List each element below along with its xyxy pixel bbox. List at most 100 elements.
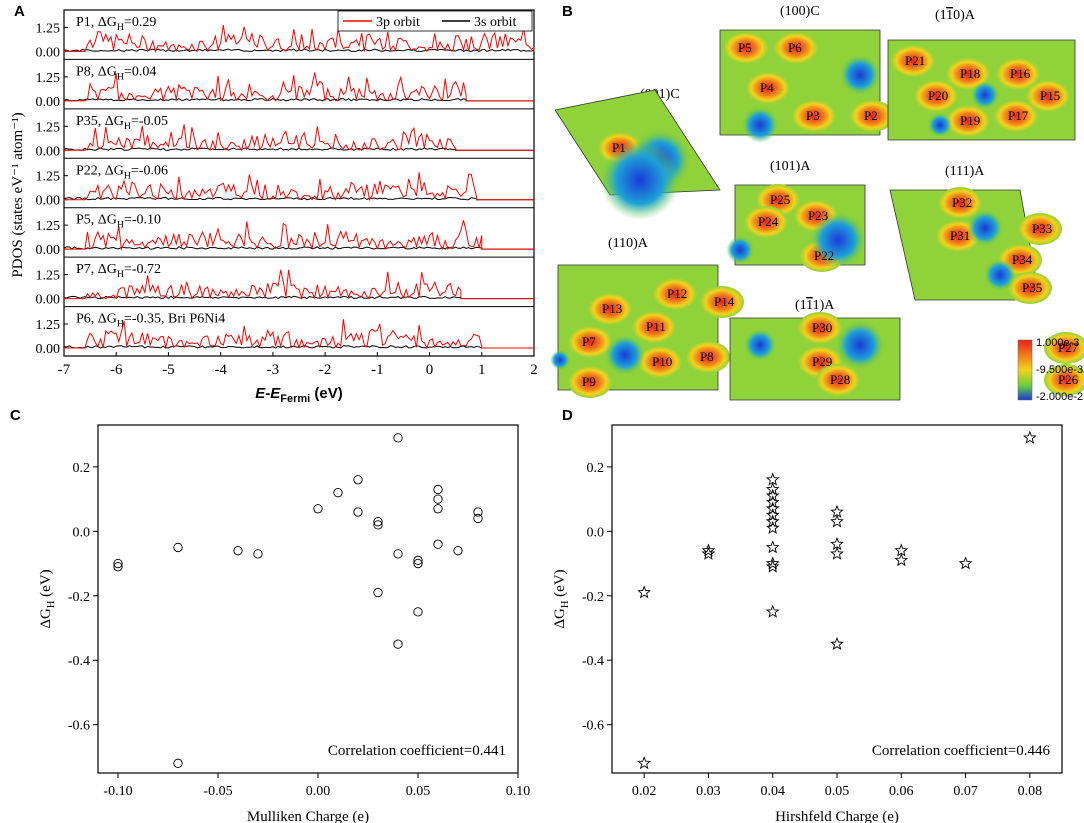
pdos-ytick-label: 1.25 [36,170,61,185]
pdos-ytick-label: 1.25 [36,219,61,234]
pdos-ytick-label: 0.00 [36,45,61,60]
pdos-row: 0.00 1.25 P8, ΔGH=0.04 [36,58,534,110]
surface-title: (110)A [935,8,976,23]
scatter-ytick-label: -0.2 [68,590,90,605]
surface-blob [744,206,788,238]
surface-site-label: P27 [1058,340,1079,355]
pdos-ytick-label: 0.00 [36,293,61,308]
pdos-ytick-label: 1.25 [36,71,61,86]
pdos-xtick-label: -5 [162,362,175,378]
surface-blob [568,366,612,398]
surface-blob [568,326,612,358]
surface-site-label: P9 [582,374,596,389]
surface-hole [840,55,880,95]
colorbar: 1.000e-3 -9.500e-3 -2.000e-2 [1017,337,1083,403]
data-point [765,482,780,496]
surface-blob [891,45,935,77]
data-point [413,607,423,617]
scatter-xlabel: Mulliken Charge (e) [247,809,369,823]
hirshfeld-scatter: 0.02 0.03 0.04 0.05 0.06 0.07 0.08 -0.6 -0.4 -0.2… [552,424,1063,823]
scatter-ytick-label: -0.2 [582,590,604,605]
data-point [473,513,483,524]
scatter-xtick-label: 0.03 [696,784,721,799]
data-point [765,556,780,570]
data-point [830,636,844,650]
data-point [433,494,443,504]
scatter-ytick-label: 0.2 [73,461,91,476]
pdos-xlabel: E-EFermi (eV) [255,385,343,405]
data-point [433,484,443,495]
data-point [353,507,363,517]
data-point [765,604,780,618]
surface-site-label: P16 [1010,66,1031,81]
surface-tile: (110)A P13 P12 P14 P11 P7 P10 P8 P9 [550,236,744,398]
pdos-3s-curve [63,246,534,250]
pdos-3s-curve [63,196,534,201]
pdos-ytick-label: 0.00 [36,95,61,110]
surface-blob [632,311,676,343]
colorbar-mid-label: -9.500e-3 [1036,364,1083,376]
surface-hole [928,113,952,137]
surface-blob [686,341,730,373]
scatter-xtick-label: 0.07 [953,784,978,799]
scatter-frame [97,424,519,774]
pdos-ytick-label: 1.25 [36,21,61,36]
data-point [894,553,909,567]
data-point [433,539,443,549]
surface-site-label: P26 [1058,372,1079,387]
pdos-row-label: P5, ΔGH=-0.10 [76,213,161,231]
data-point [830,546,844,560]
pdos-ytick-label: 0.00 [36,144,61,159]
pdos-3s-curve [63,147,534,151]
scatter-xtick-label: 0.04 [760,784,785,799]
surface-site-label: P22 [814,248,834,263]
data-point [393,639,403,649]
surface-blob [1044,332,1084,364]
surface-blob [1044,364,1084,396]
surface-blob [816,364,860,396]
pdos-xtick-label: -1 [371,362,384,378]
surface-blob [774,32,818,64]
pdos-xtick-label: -4 [214,362,227,378]
surface-site-label: P30 [812,320,832,335]
colorbar-min-label: -2.000e-2 [1036,391,1083,403]
data-point [830,514,844,528]
pdos-legend: 3p orbit 3s orbit [337,10,533,32]
scatter-xtick-label: -0.05 [203,784,232,799]
scatter-xtick-label: 0.05 [406,784,431,799]
scatter-xtick-label: 0.05 [825,784,850,799]
pdos-ylabel: PDOS (states eV⁻¹ atom⁻¹) [10,112,26,277]
surface-blob [946,58,990,90]
surface-site-label: P20 [928,88,948,103]
panel-label-a: A [14,3,25,20]
surface-tile: (001)CP1 [554,87,721,220]
surface-blob [792,100,836,132]
scatter-ytick-label: -0.4 [582,654,604,669]
surface-site-label: P2 [864,108,878,123]
data-point [637,585,652,599]
surface-site-label: P13 [602,301,622,316]
pdos-ytick-label: 0.00 [36,194,61,209]
surface-site-label: P31 [950,228,970,243]
pdos-xtick-label: -6 [110,362,123,378]
pdos-chart: 0.00 1.25 P1, ΔGH=0.29 0.00 1.25 P8, ΔGH=0.04… [10,9,538,405]
scatter-ytick-label: 0.0 [587,525,605,540]
surface-site-label: P19 [960,113,980,128]
surface-tile: (110)A P21 P18 P16 P20 P15 P19 P17 [887,8,1076,141]
surface-site-label: P17 [1008,108,1029,123]
pdos-3p-curve [64,72,534,102]
surface-title: (100)C [780,4,820,19]
scatter-annotation: Correlation coefficient=0.441 [328,743,506,759]
pdos-ytick-label: 0.00 [36,243,61,258]
scatter-ytick-label: 0.0 [73,525,91,540]
surface-blob [798,312,842,344]
surface-site-label: P23 [808,208,828,223]
data-point [413,555,423,565]
surface-blob [946,105,990,137]
surface-blob [700,286,744,318]
pdos-row: 0.00 1.25 P6, ΔGH=-0.35, Bri P6Ni4 [36,306,534,357]
data-point [433,504,443,514]
pdos-ytick-label: 1.25 [36,269,61,284]
surface-site-label: P32 [952,195,972,210]
data-point [373,517,383,527]
